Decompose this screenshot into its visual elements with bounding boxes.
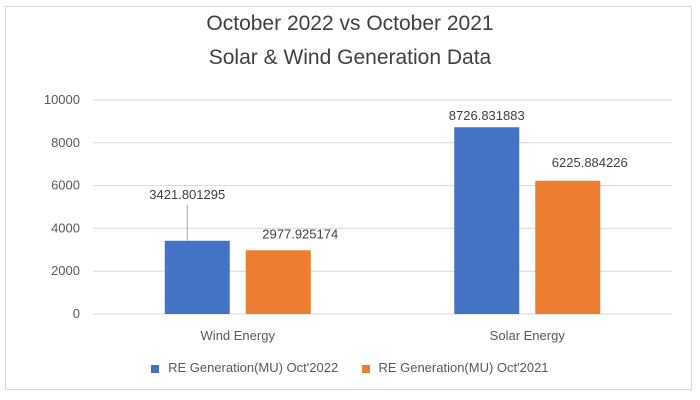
- data-label-wind-energy-series-1: 2977.925174: [262, 226, 338, 241]
- data-label-solar-energy-series-0: 8726.831883: [449, 108, 525, 123]
- legend-item-oct2021: RE Generation(MU) Oct'2021: [361, 360, 549, 375]
- y-tick-label-8000: 8000: [51, 135, 80, 150]
- y-tick-label-2000: 2000: [51, 263, 80, 278]
- chart-title-line-1: October 2022 vs October 2021: [206, 12, 494, 35]
- chart-legend: RE Generation(MU) Oct'2022 RE Generation…: [0, 360, 700, 375]
- data-label-solar-energy-series-1: 6225.884226: [552, 155, 628, 170]
- data-label-wind-energy-series-0: 3421.801295: [149, 187, 225, 202]
- legend-label-oct2022: RE Generation(MU) Oct'2022: [168, 360, 339, 375]
- legend-label-oct2021: RE Generation(MU) Oct'2021: [378, 360, 549, 375]
- y-tick-label-0: 0: [73, 306, 80, 321]
- y-tick-label-6000: 6000: [51, 178, 80, 193]
- y-tick-label-10000: 10000: [44, 92, 80, 107]
- legend-item-oct2022: RE Generation(MU) Oct'2022: [151, 360, 338, 375]
- x-category-label-wind-energy: Wind Energy: [201, 328, 276, 343]
- legend-swatch-oct2021: [361, 364, 370, 373]
- chart-title-line-2: Solar & Wind Generation Data: [208, 46, 492, 69]
- bar-wind-energy-series-0: [164, 240, 230, 314]
- bar-solar-energy-series-1: [535, 180, 601, 314]
- x-category-label-solar-energy: Solar Energy: [490, 328, 566, 343]
- bar-wind-energy-series-1: [245, 250, 311, 314]
- legend-swatch-oct2022: [151, 364, 160, 373]
- bar-solar-energy-series-0: [454, 127, 520, 315]
- y-tick-label-4000: 4000: [51, 220, 80, 235]
